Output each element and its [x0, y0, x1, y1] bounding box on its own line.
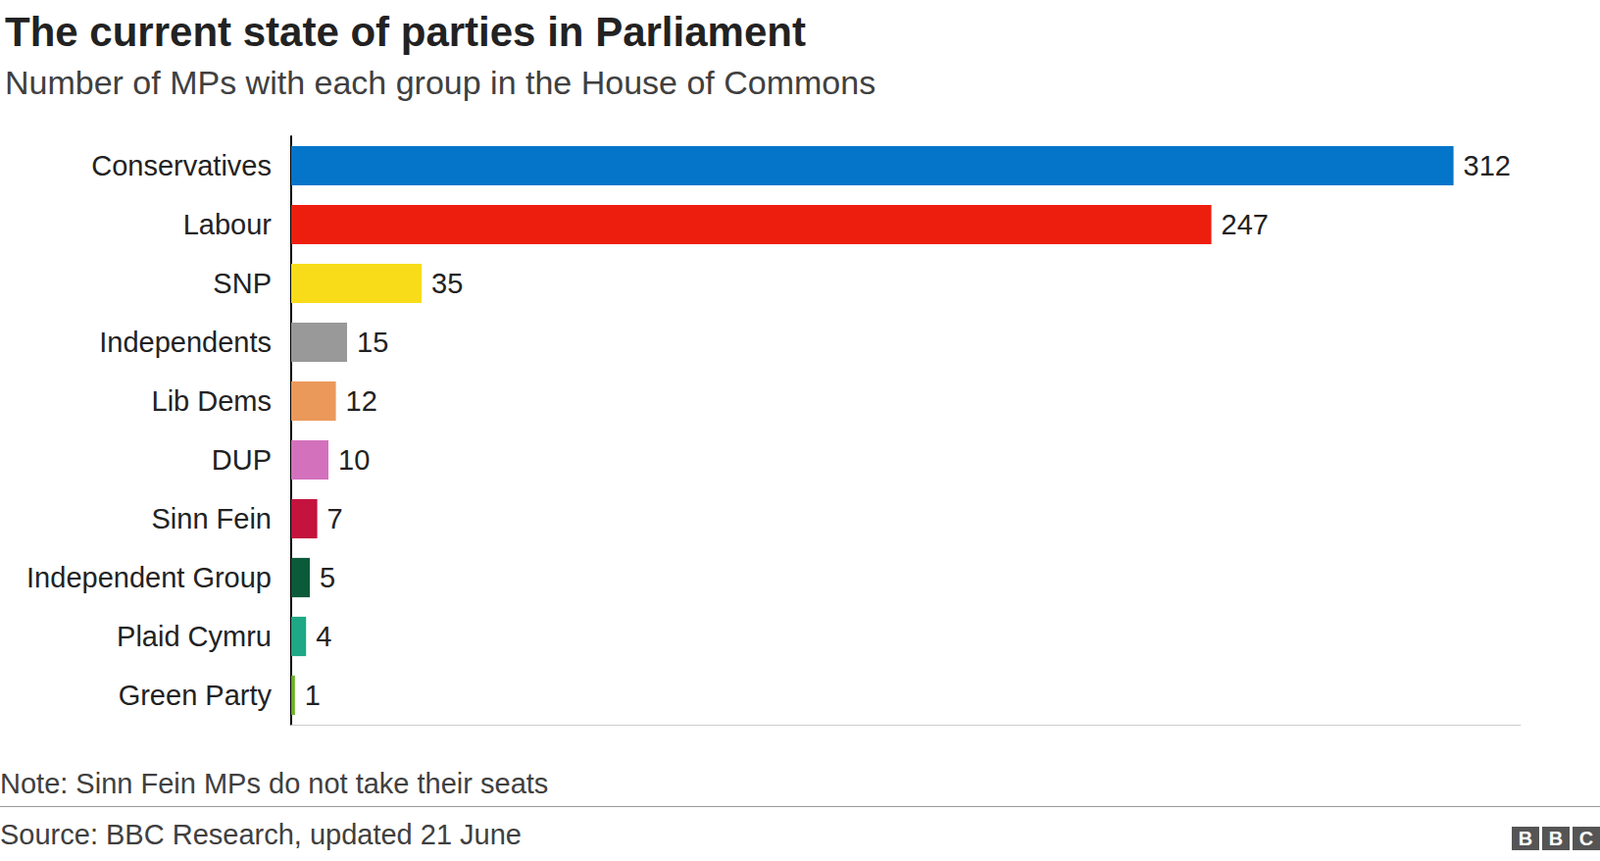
- svg-text:Independents: Independents: [99, 326, 272, 358]
- svg-text:Plaid Cymru: Plaid Cymru: [116, 620, 272, 652]
- svg-text:SNP: SNP: [212, 267, 272, 300]
- svg-text:10: 10: [338, 444, 370, 476]
- svg-text:Source: BBC Research, updated: Source: BBC Research, updated 21 June: [0, 818, 522, 850]
- svg-text:Note: Sinn Fein MPs do not tak: Note: Sinn Fein MPs do not take their se…: [0, 767, 549, 800]
- svg-text:The current state of parties i: The current state of parties in Parliame…: [4, 8, 806, 55]
- svg-text:DUP: DUP: [211, 444, 272, 476]
- svg-text:Lib Dems: Lib Dems: [151, 385, 273, 417]
- svg-text:Conservatives: Conservatives: [91, 150, 272, 182]
- svg-text:C: C: [1579, 827, 1594, 850]
- svg-text:35: 35: [431, 267, 463, 300]
- svg-text:7: 7: [327, 502, 344, 535]
- svg-text:Labour: Labour: [183, 208, 273, 241]
- svg-text:B: B: [1549, 827, 1563, 850]
- svg-text:12: 12: [346, 385, 378, 417]
- svg-text:Independent Group: Independent Group: [26, 561, 272, 594]
- svg-text:B: B: [1518, 827, 1533, 850]
- svg-text:247: 247: [1221, 208, 1269, 241]
- svg-text:Number of MPs with each group: Number of MPs with each group in the Hou…: [4, 63, 876, 101]
- svg-text:5: 5: [319, 561, 336, 594]
- svg-text:Sinn Fein: Sinn Fein: [150, 502, 272, 535]
- svg-text:15: 15: [356, 326, 389, 358]
- svg-text:1: 1: [304, 679, 321, 711]
- svg-text:4: 4: [315, 620, 332, 652]
- svg-text:312: 312: [1463, 150, 1511, 182]
- svg-text:Green Party: Green Party: [118, 679, 273, 711]
